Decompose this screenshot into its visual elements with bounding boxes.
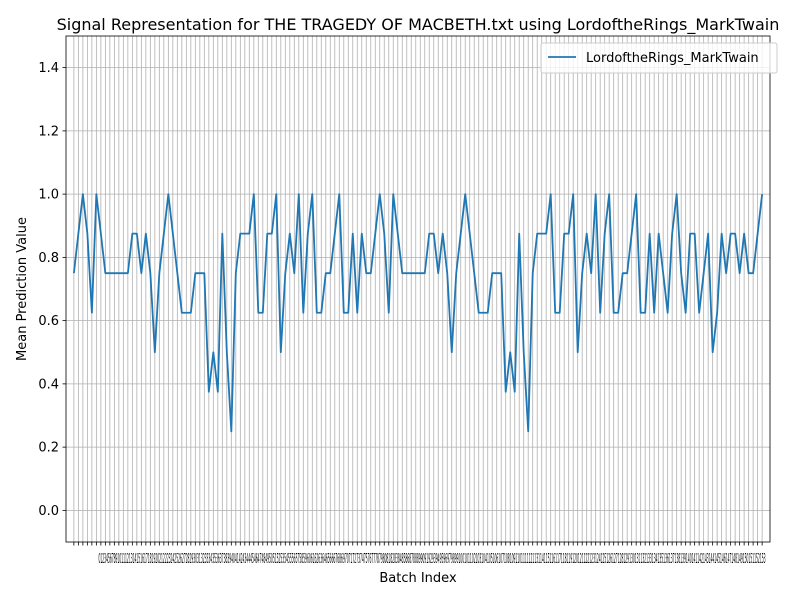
y-tick-label: 0.0 xyxy=(38,504,59,519)
y-tick-label: 0.6 xyxy=(38,314,59,329)
y-tick-label: 0.8 xyxy=(38,251,59,266)
x-axis-title: Batch Index xyxy=(379,571,457,586)
x-gridlines xyxy=(73,36,763,542)
y-gridlines xyxy=(66,67,770,511)
chart-title: Signal Representation for THE TRAGEDY OF… xyxy=(57,15,780,35)
y-tick-label: 1.4 xyxy=(38,61,59,76)
x-axis-ticks xyxy=(73,542,763,546)
plot-frame xyxy=(65,35,771,543)
y-tick-label: 1.2 xyxy=(38,124,59,139)
legend: LordoftheRings_MarkTwain xyxy=(540,42,778,74)
y-axis-ticks: 0.0 0.2 0.4 0.6 0.8 1.0 1.2 1.4 xyxy=(38,61,66,519)
series-layer xyxy=(72,193,764,433)
y-tick-label: 1.0 xyxy=(38,188,59,203)
y-tick-label: 0.4 xyxy=(38,377,59,392)
y-axis-title: Mean Prediction Value xyxy=(15,217,30,361)
series-line-lordoftherings-marktwain xyxy=(72,193,764,433)
legend-label: LordoftheRings_MarkTwain xyxy=(586,51,759,66)
legend-box xyxy=(540,42,778,74)
x-tick-labels: 0123456789101112131415161718192021222324… xyxy=(99,552,766,567)
y-tick-label: 0.2 xyxy=(38,441,59,456)
